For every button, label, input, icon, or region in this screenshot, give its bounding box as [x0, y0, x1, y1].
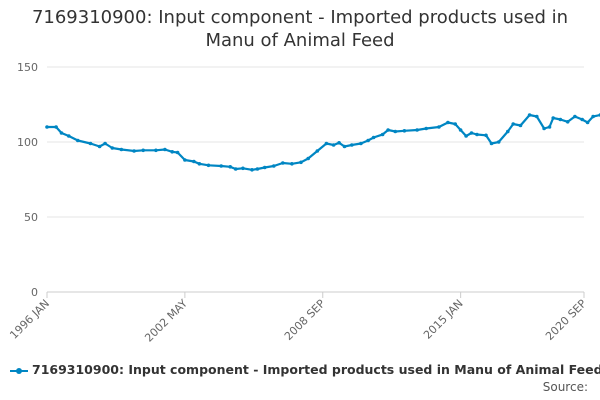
data-point[interactable] [393, 129, 398, 134]
legend-swatch [10, 366, 28, 376]
data-point[interactable] [306, 156, 311, 161]
data-point[interactable] [132, 149, 136, 153]
chart-title-line-1: 7169310900: Input component - Imported p… [31, 7, 569, 28]
y-tick-label: 100 [17, 136, 38, 149]
data-point[interactable] [170, 150, 174, 154]
y-axis: 0 50 100 150 [17, 61, 38, 299]
data-point[interactable] [110, 146, 115, 150]
x-tick-label: 2015 JAN [421, 297, 466, 342]
data-point[interactable] [469, 131, 474, 135]
data-point[interactable] [424, 126, 429, 131]
x-tick-label: 1996 JAN [7, 297, 52, 342]
data-point[interactable] [547, 125, 552, 129]
data-point[interactable] [458, 128, 463, 132]
series-group [45, 112, 600, 172]
data-point[interactable] [380, 132, 385, 137]
data-point[interactable] [446, 120, 450, 125]
data-point[interactable] [527, 113, 532, 117]
data-point[interactable] [163, 147, 167, 152]
data-point[interactable] [262, 165, 267, 170]
data-point[interactable] [299, 160, 303, 165]
data-point[interactable] [272, 164, 276, 168]
data-point[interactable] [464, 134, 468, 138]
data-point[interactable] [573, 114, 577, 119]
data-point[interactable] [415, 128, 419, 132]
chart-title-line-2: Manu of Animal Feed [205, 30, 395, 51]
data-point[interactable] [97, 144, 102, 149]
data-point[interactable] [76, 138, 80, 143]
data-point[interactable] [580, 117, 584, 122]
data-point[interactable] [437, 125, 441, 129]
data-point[interactable] [255, 167, 260, 171]
data-point[interactable] [183, 158, 187, 162]
series-line-0[interactable] [45, 112, 600, 171]
data-point[interactable] [175, 150, 180, 155]
data-point[interactable] [228, 165, 232, 169]
data-point[interactable] [585, 120, 590, 125]
data-point[interactable] [88, 141, 93, 146]
data-point[interactable] [67, 134, 71, 138]
data-point[interactable] [103, 141, 107, 146]
data-point[interactable] [475, 132, 479, 137]
data-point[interactable] [535, 114, 539, 119]
data-point[interactable] [219, 164, 223, 168]
x-axis: 1996 JAN 2002 MAY 2008 SEP 2015 JAN 2020 SEP [7, 292, 589, 345]
data-point[interactable] [496, 140, 501, 144]
data-point[interactable] [206, 163, 211, 168]
data-point[interactable] [250, 168, 254, 172]
data-point[interactable] [591, 114, 595, 119]
data-point[interactable] [359, 141, 363, 146]
data-point[interactable] [315, 149, 320, 153]
data-point[interactable] [386, 128, 390, 132]
data-point[interactable] [141, 148, 145, 153]
data-point[interactable] [331, 143, 336, 147]
data-point[interactable] [565, 120, 570, 124]
data-point[interactable] [366, 138, 370, 143]
x-tick-label: 2020 SEP [543, 297, 589, 343]
data-point[interactable] [324, 141, 329, 146]
data-point[interactable] [402, 129, 407, 133]
data-point[interactable] [290, 162, 294, 166]
legend-label: 7169310900: Input component - Imported p… [32, 362, 600, 377]
x-tick-label: 2008 SEP [282, 297, 328, 343]
data-point[interactable] [506, 129, 510, 134]
y-tick-label: 50 [24, 211, 38, 224]
data-point[interactable] [241, 166, 245, 171]
data-point[interactable] [45, 125, 49, 129]
data-point[interactable] [54, 125, 58, 129]
data-point[interactable] [558, 117, 563, 122]
data-point[interactable] [197, 162, 202, 166]
data-point[interactable] [192, 159, 196, 164]
data-point[interactable] [59, 131, 64, 135]
data-point[interactable] [453, 122, 458, 126]
data-point[interactable] [484, 133, 488, 138]
data-point[interactable] [119, 147, 124, 152]
chart-title: 7169310900: Input component - Imported p… [0, 6, 600, 52]
y-tick-label: 150 [17, 61, 38, 74]
x-tick-label: 2002 MAY [142, 297, 190, 345]
data-point[interactable] [337, 141, 341, 145]
legend[interactable]: 7169310900: Input component - Imported p… [10, 362, 600, 377]
data-point[interactable] [281, 161, 285, 165]
data-point[interactable] [342, 144, 347, 149]
data-point[interactable] [551, 116, 555, 120]
y-tick-label: 0 [31, 286, 38, 299]
data-point[interactable] [542, 126, 546, 131]
data-point[interactable] [511, 122, 515, 126]
data-point[interactable] [518, 123, 523, 128]
data-point[interactable] [350, 143, 354, 147]
data-point[interactable] [233, 167, 238, 171]
data-point[interactable] [371, 135, 376, 140]
data-point[interactable] [489, 141, 494, 146]
data-point[interactable] [154, 148, 158, 153]
source-label: Source: [542, 380, 588, 394]
grid-lines [47, 66, 584, 293]
